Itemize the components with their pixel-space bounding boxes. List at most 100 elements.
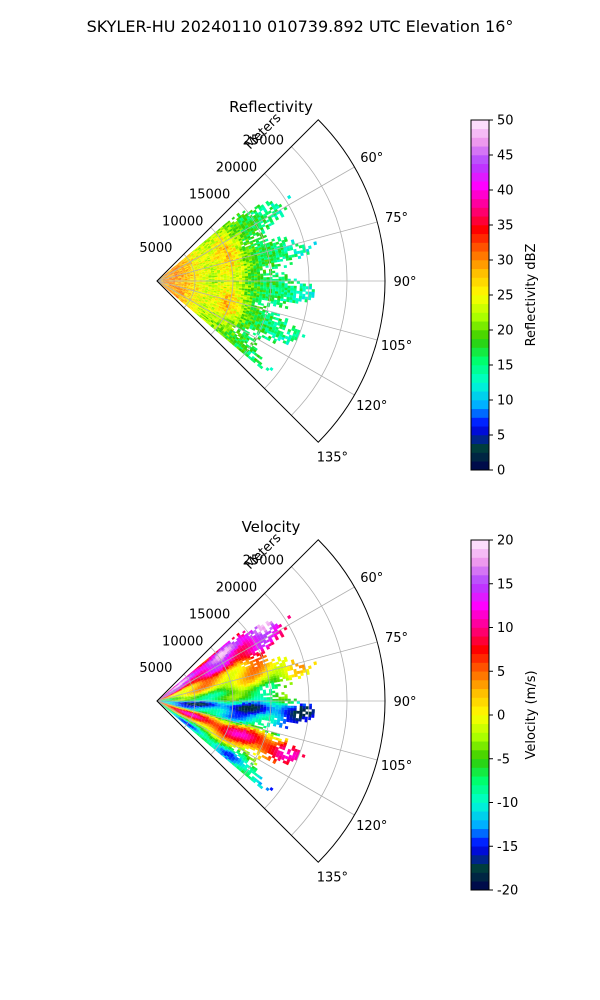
range-gate	[205, 297, 209, 300]
range-gate	[184, 279, 188, 281]
range-gate	[242, 653, 247, 658]
range-gate	[253, 357, 258, 362]
range-gate	[192, 251, 196, 254]
range-gate	[171, 693, 174, 696]
range-gate	[252, 239, 256, 243]
range-gate	[215, 312, 219, 316]
range-gate	[240, 662, 244, 666]
range-gate	[249, 684, 254, 687]
range-gate	[229, 286, 233, 288]
range-gate	[190, 258, 194, 261]
range-gate	[205, 305, 209, 309]
range-gate	[164, 273, 167, 276]
range-gate	[205, 287, 209, 290]
range-gate	[237, 334, 242, 338]
range-gate	[162, 698, 166, 700]
range-gate	[207, 239, 211, 243]
range-gate	[225, 329, 230, 333]
range-gate	[238, 314, 242, 317]
range-gate	[177, 287, 181, 289]
range-gate	[290, 338, 295, 342]
range-gate	[250, 287, 254, 290]
range-gate	[305, 668, 310, 673]
range-gate	[197, 293, 201, 296]
range-gate	[192, 256, 196, 259]
range-gate	[180, 295, 184, 298]
colorbar-segment	[471, 251, 489, 261]
range-gate	[188, 674, 192, 678]
range-gate	[247, 643, 251, 647]
range-gate	[233, 242, 237, 246]
range-gate	[276, 302, 280, 306]
range-gate	[219, 294, 223, 297]
range-gate	[205, 275, 209, 277]
range-gate	[257, 286, 261, 289]
range-gate	[228, 233, 232, 237]
range-gate	[194, 293, 198, 295]
range-gate	[252, 233, 257, 237]
range-gate	[251, 355, 256, 360]
range-gate	[189, 290, 193, 292]
range-gate	[224, 237, 228, 241]
range-gate	[199, 682, 203, 684]
range-gate	[161, 695, 165, 698]
range-gate	[171, 275, 175, 277]
range-gate	[187, 266, 191, 268]
range-gate	[192, 263, 196, 265]
range-gate	[182, 289, 186, 292]
range-gate	[182, 257, 186, 260]
range-gate	[245, 320, 249, 324]
range-gate	[169, 691, 173, 693]
range-gate	[189, 694, 193, 696]
range-gate	[203, 245, 207, 248]
range-gate	[176, 690, 180, 693]
range-gate	[169, 690, 173, 693]
range-gate	[230, 225, 235, 229]
range-gate	[235, 268, 239, 271]
range-gate	[189, 692, 193, 694]
range-gate	[183, 273, 187, 275]
range-gate	[250, 690, 254, 693]
range-gate	[229, 698, 233, 700]
range-gate	[228, 246, 233, 249]
range-gate	[214, 659, 218, 663]
range-gate	[189, 251, 193, 255]
range-gate	[229, 234, 233, 238]
range-gate	[211, 697, 215, 699]
range-gate	[173, 270, 176, 273]
range-gate	[183, 275, 187, 277]
range-gate	[189, 694, 193, 696]
range-gate	[172, 689, 175, 692]
range-gate	[234, 671, 238, 675]
range-gate	[166, 691, 170, 694]
range-gate	[175, 283, 179, 284]
range-gate	[240, 649, 244, 653]
range-gate	[231, 636, 236, 640]
range-gate	[195, 674, 199, 677]
range-gate	[201, 242, 205, 246]
range-gate	[190, 672, 193, 675]
range-gate	[257, 697, 261, 700]
range-gate	[209, 657, 213, 660]
range-gate	[212, 683, 216, 686]
range-gate	[244, 274, 249, 277]
range-gate	[162, 282, 166, 284]
range-gate	[230, 651, 235, 655]
range-gate	[231, 342, 235, 346]
range-gate	[209, 264, 213, 267]
range-gate	[226, 282, 230, 284]
range-gate	[223, 248, 227, 252]
range-gate	[168, 285, 171, 288]
range-gate	[237, 670, 241, 674]
range-gate	[202, 310, 206, 314]
range-gate	[233, 250, 238, 254]
range-gate	[202, 682, 206, 685]
range-gate	[243, 216, 247, 221]
range-gate	[228, 653, 232, 657]
range-gate	[204, 300, 208, 303]
range-gate	[180, 684, 184, 687]
range-gate	[240, 638, 245, 642]
range-gate	[164, 273, 167, 276]
range-gate	[207, 689, 211, 692]
range-gate	[257, 211, 262, 215]
